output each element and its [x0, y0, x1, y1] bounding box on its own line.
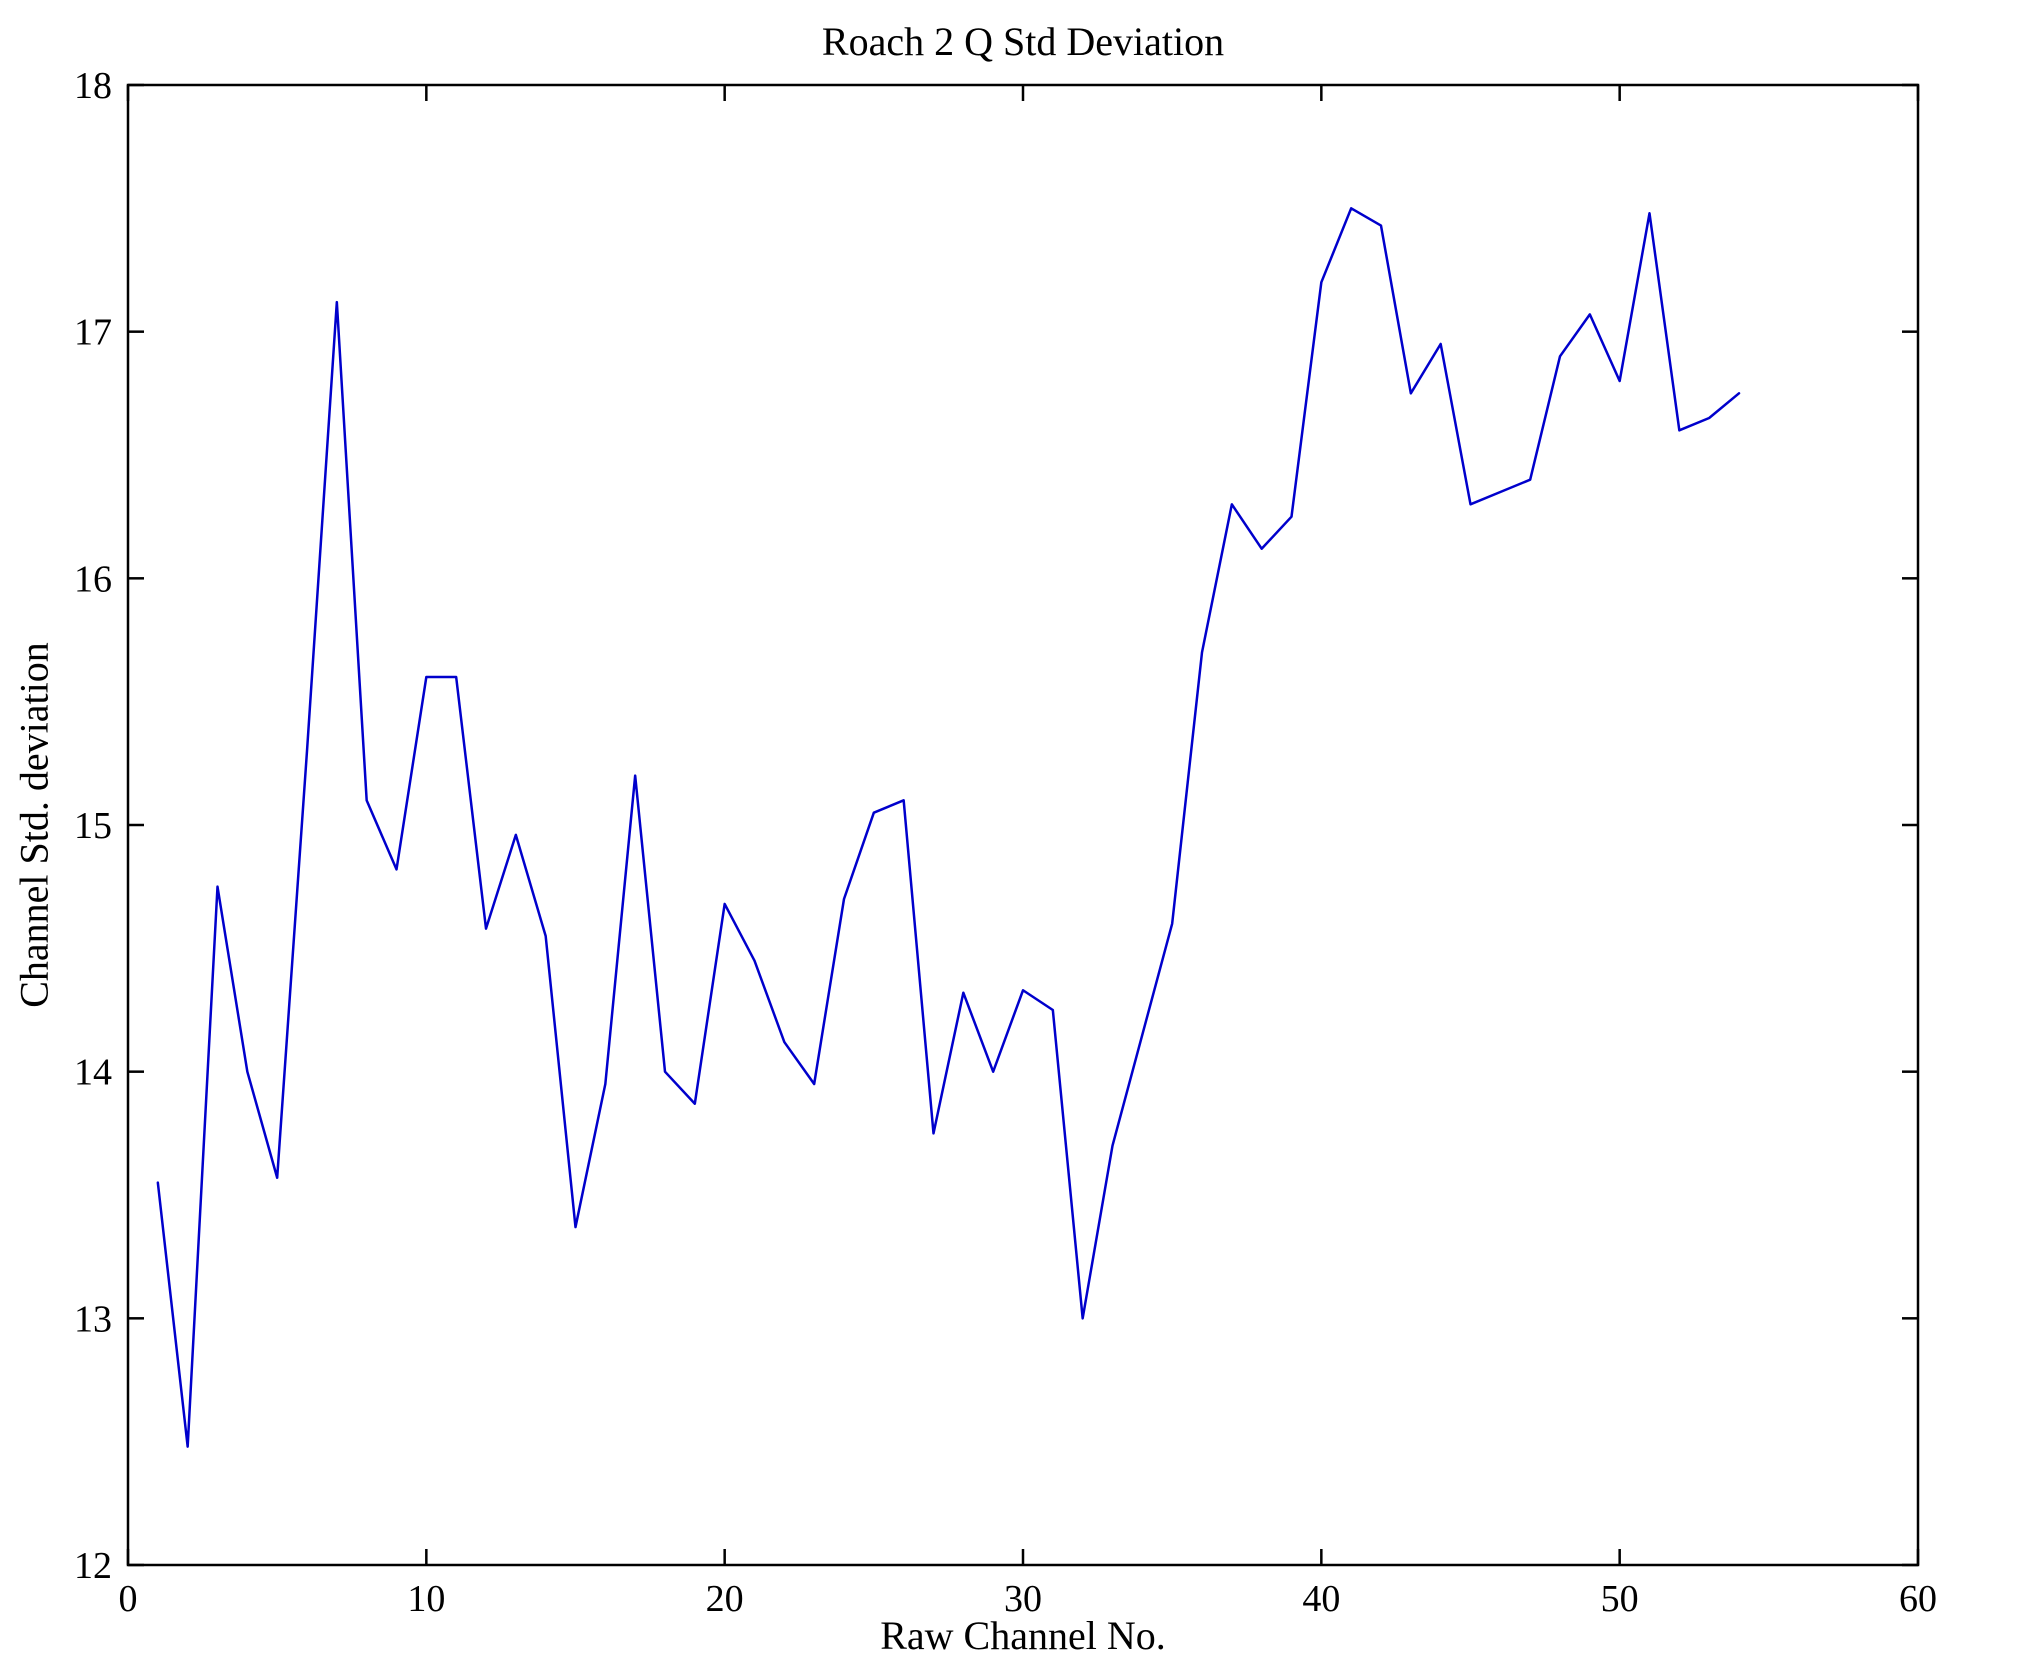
- x-tick-label: 0: [119, 1578, 138, 1620]
- x-tick-label: 40: [1302, 1578, 1340, 1620]
- x-tick-label: 20: [706, 1578, 744, 1620]
- axes-box: [126, 83, 1920, 1567]
- x-tick-label: 60: [1899, 1578, 1937, 1620]
- y-tick-label: 12: [74, 1545, 112, 1587]
- x-tick-label: 10: [407, 1578, 445, 1620]
- x-tick-label: 50: [1601, 1578, 1639, 1620]
- y-tick-label: 14: [74, 1052, 112, 1094]
- y-axis-label: Channel Std. deviation: [11, 642, 57, 1008]
- y-tick-label: 18: [74, 65, 112, 107]
- chart-title: Roach 2 Q Std Deviation: [821, 19, 1225, 64]
- x-axis-label: Raw Channel No.: [880, 1613, 1166, 1658]
- x-tick-label: 30: [1004, 1578, 1042, 1620]
- y-tick-label: 16: [74, 558, 112, 600]
- y-tick-label: 13: [74, 1298, 112, 1340]
- data-line: [156, 207, 1741, 1448]
- y-tick-label: 17: [74, 312, 112, 354]
- y-tick-label: 15: [74, 805, 112, 847]
